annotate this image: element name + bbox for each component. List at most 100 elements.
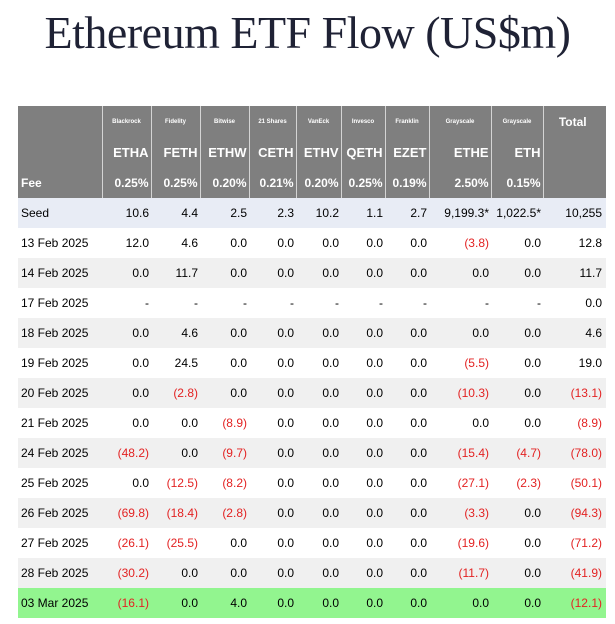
flow-cell: 0.0 [491, 318, 543, 348]
fee-cell: 2.50% [429, 168, 492, 198]
row-date: 17 Feb 2025 [18, 288, 102, 318]
flow-cell: 0.0 [249, 588, 296, 618]
flow-cell: (8.9) [200, 408, 249, 438]
flow-cell: (26.1) [102, 528, 151, 558]
flow-cell: 10.2 [296, 198, 341, 228]
ticker-total-cell [543, 137, 606, 168]
flow-cell: 0.0 [102, 258, 151, 288]
flow-cell: 12.0 [102, 228, 151, 258]
flow-cell: 0.0 [385, 558, 429, 588]
flow-cell: 0.0 [341, 438, 385, 468]
ticker-cell: ETHW [200, 137, 250, 168]
flow-cell: 0.0 [341, 348, 385, 378]
table-row: 24 Feb 2025 (48.2) 0.0 (9.7) 0.0 0.0 0.0 0.0 (15… [18, 438, 606, 468]
flow-cell: 0.0 [341, 468, 385, 498]
flow-cell: 0.0 [151, 438, 200, 468]
table-row: 03 Mar 2025 (16.1) 0.0 4.0 0.0 0.0 0.0 0.0 0.0 0.… [18, 588, 606, 618]
row-total: 11.7 [543, 258, 606, 288]
row-total: 0.0 [543, 288, 606, 318]
flow-cell: 0.0 [200, 378, 249, 408]
flow-cell: 9,199.3* [429, 198, 491, 228]
row-date: 26 Feb 2025 [18, 498, 102, 528]
row-date: 24 Feb 2025 [18, 438, 102, 468]
issuer-cell: 21 Shares [249, 106, 297, 137]
row-total: (13.1) [543, 378, 606, 408]
flow-cell: - [249, 288, 296, 318]
corner-cell [18, 137, 103, 168]
flow-cell: 0.0 [102, 318, 151, 348]
flow-cell: 0.0 [200, 528, 249, 558]
row-date: 21 Feb 2025 [18, 408, 102, 438]
ticker-header-row: ETHA FETH ETHW CETH ETHV QETH EZET ETHE … [18, 137, 606, 168]
flow-cell: 4.6 [151, 318, 200, 348]
issuer-cell: Blackrock [102, 106, 152, 137]
fee-cell: 0.15% [491, 168, 544, 198]
flow-cell: (12.5) [151, 468, 200, 498]
flow-cell: 0.0 [385, 588, 429, 618]
flow-cell: - [200, 288, 249, 318]
flow-cell: (9.7) [200, 438, 249, 468]
ticker-cell: ETHA [102, 137, 152, 168]
table-row: 18 Feb 2025 0.0 4.6 0.0 0.0 0.0 0.0 0.0 0.0 0.0 4.… [18, 318, 606, 348]
ticker-cell: ETHV [296, 137, 342, 168]
flow-cell: 0.0 [491, 528, 543, 558]
flow-cell: 0.0 [296, 228, 341, 258]
flow-cell: 0.0 [200, 258, 249, 288]
row-total: (12.1) [543, 588, 606, 618]
ticker-cell: EZET [385, 137, 430, 168]
flow-cell: 0.0 [151, 588, 200, 618]
page-title: Ethereum ETF Flow (US$m) [44, 7, 571, 58]
table-row: 14 Feb 2025 0.0 11.7 0.0 0.0 0.0 0.0 0.0 0.0 0.0 1… [18, 258, 606, 288]
row-total: 19.0 [543, 348, 606, 378]
flow-cell: 0.0 [385, 498, 429, 528]
row-total: (78.0) [543, 438, 606, 468]
flow-cell: - [341, 288, 385, 318]
flow-cell: 0.0 [491, 348, 543, 378]
flow-rows: Seed 10.6 4.4 2.5 2.3 10.2 1.1 2.7 9,199.3* 1,022… [18, 198, 606, 618]
flow-cell: 0.0 [296, 468, 341, 498]
etf-flow-table: Blackrock Fidelity Bitwise 21 Shares Van… [18, 106, 606, 618]
flow-cell: 0.0 [341, 258, 385, 288]
issuer-cell: Fidelity [151, 106, 201, 137]
row-date: 20 Feb 2025 [18, 378, 102, 408]
flow-cell: 0.0 [102, 468, 151, 498]
flow-cell: 0.0 [296, 438, 341, 468]
flow-cell: 11.7 [151, 258, 200, 288]
flow-cell: 24.5 [151, 348, 200, 378]
row-date: 14 Feb 2025 [18, 258, 102, 288]
fee-cell: 0.19% [385, 168, 430, 198]
flow-cell: (8.2) [200, 468, 249, 498]
flow-cell: (30.2) [102, 558, 151, 588]
flow-cell: (3.8) [429, 228, 491, 258]
flow-cell: 0.0 [429, 588, 491, 618]
flow-cell: - [151, 288, 200, 318]
flow-cell: (2.8) [200, 498, 249, 528]
flow-cell: 0.0 [385, 318, 429, 348]
flow-cell: (10.3) [429, 378, 491, 408]
issuer-cell: Grayscale [491, 106, 544, 137]
flow-cell: 4.0 [200, 588, 249, 618]
row-total: 10,255 [543, 198, 606, 228]
flow-cell: 0.0 [249, 498, 296, 528]
flow-cell: 1,022.5* [491, 198, 543, 228]
flow-cell: (11.7) [429, 558, 491, 588]
flow-cell: 0.0 [249, 468, 296, 498]
ticker-cell: ETH [491, 137, 544, 168]
flow-cell: 0.0 [296, 258, 341, 288]
flow-cell: 0.0 [200, 558, 249, 588]
row-total: 12.8 [543, 228, 606, 258]
issuer-cell: Bitwise [200, 106, 250, 137]
flow-cell: 0.0 [296, 348, 341, 378]
flow-cell: 0.0 [341, 558, 385, 588]
flow-cell: - [102, 288, 151, 318]
row-date: 18 Feb 2025 [18, 318, 102, 348]
fee-cell: 0.25% [102, 168, 152, 198]
fee-label: Fee [18, 168, 103, 198]
flow-cell: 2.7 [385, 198, 429, 228]
flow-cell: 0.0 [491, 408, 543, 438]
row-date: 19 Feb 2025 [18, 348, 102, 378]
flow-cell: 0.0 [102, 378, 151, 408]
table-row: 27 Feb 2025 (26.1) (25.5) 0.0 0.0 0.0 0.0 0.0 (1… [18, 528, 606, 558]
fee-row: Fee 0.25% 0.25% 0.20% 0.21% 0.20% 0.25% … [18, 168, 606, 198]
flow-cell: (3.3) [429, 498, 491, 528]
